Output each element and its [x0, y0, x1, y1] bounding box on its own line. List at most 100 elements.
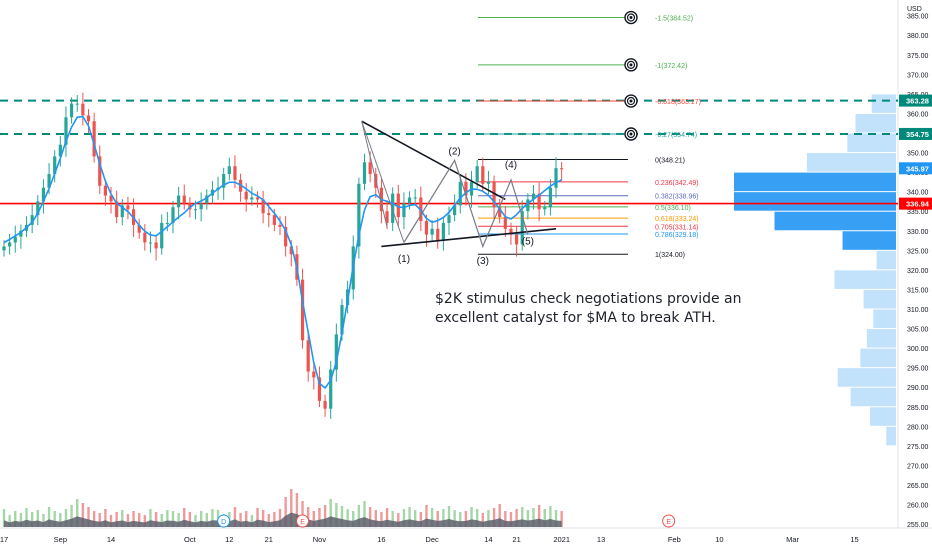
- volume-bar: [47, 507, 51, 527]
- volume-profile-bar: [850, 387, 896, 407]
- volume-bar: [199, 511, 203, 527]
- candle-body: [284, 226, 288, 247]
- volume-bar: [436, 511, 439, 527]
- candle-body: [289, 246, 293, 255]
- volume-bar: [143, 515, 147, 527]
- volume-bar: [312, 511, 316, 527]
- volume-profile-bar: [734, 192, 896, 211]
- event-marker: [296, 514, 310, 528]
- candle-body: [233, 166, 237, 180]
- volume-bar: [391, 511, 394, 527]
- wave-line: [361, 121, 388, 227]
- target-icon-center: [629, 16, 633, 20]
- x-tick-label: Oct: [184, 535, 197, 544]
- candle-body: [520, 211, 524, 245]
- x-tick-label: 15: [850, 535, 858, 544]
- candle-body: [430, 228, 434, 235]
- y-tick-label: 295.00: [907, 366, 929, 373]
- candle-body: [255, 197, 260, 200]
- candle-body: [402, 203, 406, 218]
- volume-profile-bar: [847, 133, 896, 153]
- event-marker-label: D: [221, 519, 226, 526]
- candle-body: [396, 193, 400, 218]
- volume-profile-bar: [837, 368, 896, 387]
- volume-bar: [397, 513, 400, 527]
- candle-body: [92, 121, 96, 157]
- volume-bar: [14, 511, 17, 527]
- volume-profile-bar: [876, 250, 896, 270]
- y-tick-label: 300.00: [907, 346, 929, 353]
- volume-bar: [295, 493, 299, 527]
- volume-bar: [492, 508, 496, 527]
- target-icon-ring: [626, 129, 636, 139]
- target-icon-center: [629, 63, 633, 67]
- candle-body: [182, 195, 186, 204]
- candle-body: [503, 217, 507, 229]
- candle-body: [188, 203, 192, 210]
- volume-profile-bar: [834, 270, 896, 289]
- volume-bar: [521, 507, 524, 527]
- candle-body: [81, 103, 85, 116]
- candle-body: [385, 211, 389, 223]
- candle-body: [75, 103, 79, 105]
- volume-profile-bar: [842, 231, 896, 250]
- volume-bar: [301, 501, 304, 527]
- candle-body: [486, 181, 491, 184]
- y-tick-label: 375.00: [907, 53, 929, 60]
- volume-bar: [363, 501, 366, 527]
- volume-bar: [250, 515, 254, 527]
- candle-body: [306, 340, 310, 372]
- volume-bar: [425, 505, 428, 527]
- volume-bar: [98, 513, 101, 527]
- volume-profile-bar: [866, 329, 896, 348]
- volume-bar: [532, 508, 535, 527]
- target-icon: [624, 58, 638, 72]
- candle-body: [334, 334, 338, 370]
- candle-body: [199, 203, 203, 210]
- x-tick-label: 10: [715, 535, 723, 544]
- volume-profile-bar: [871, 94, 896, 113]
- candle-body: [300, 279, 305, 341]
- volume-bar: [408, 507, 411, 527]
- volume-bar: [402, 509, 406, 527]
- candle-body: [407, 197, 412, 204]
- candle-body: [120, 205, 124, 218]
- volume-bar: [126, 514, 130, 527]
- candle-body: [362, 162, 367, 184]
- candle-body: [148, 242, 153, 244]
- price-tag-label: 345.97: [906, 164, 929, 173]
- price-tag: [899, 197, 932, 210]
- volume-bar: [498, 504, 501, 527]
- volume-bar: [419, 512, 423, 527]
- x-tick-label: 14: [107, 535, 115, 544]
- volume-bar: [543, 509, 546, 527]
- wave-line: [361, 121, 405, 243]
- candle-body: [537, 193, 541, 210]
- wave-label: (4): [505, 160, 517, 171]
- candle-body: [267, 213, 271, 216]
- volume-bar: [188, 512, 192, 527]
- y-tick-label: 285.00: [907, 405, 929, 412]
- candle-body: [554, 168, 558, 188]
- volume-bar: [385, 508, 389, 527]
- volume-bar: [132, 511, 135, 527]
- y-tick-label: 325.00: [907, 248, 929, 255]
- y-tick-label: 360.00: [907, 111, 929, 118]
- candle-body: [323, 400, 327, 409]
- volume-bar: [211, 509, 214, 527]
- volume-bar: [42, 514, 45, 527]
- y-tick-label: 315.00: [907, 287, 929, 294]
- y-tick-label: 280.00: [907, 424, 929, 431]
- candle-body: [329, 369, 333, 409]
- volume-bar: [464, 511, 468, 527]
- volume-bar: [2, 509, 6, 527]
- event-marker-label: E: [666, 519, 671, 526]
- wave-label: (3): [477, 256, 489, 267]
- volume-bar: [278, 509, 282, 527]
- candle-body: [171, 207, 175, 223]
- volume-bar: [526, 510, 530, 527]
- candle-body: [222, 174, 226, 188]
- volume-bar: [194, 515, 197, 527]
